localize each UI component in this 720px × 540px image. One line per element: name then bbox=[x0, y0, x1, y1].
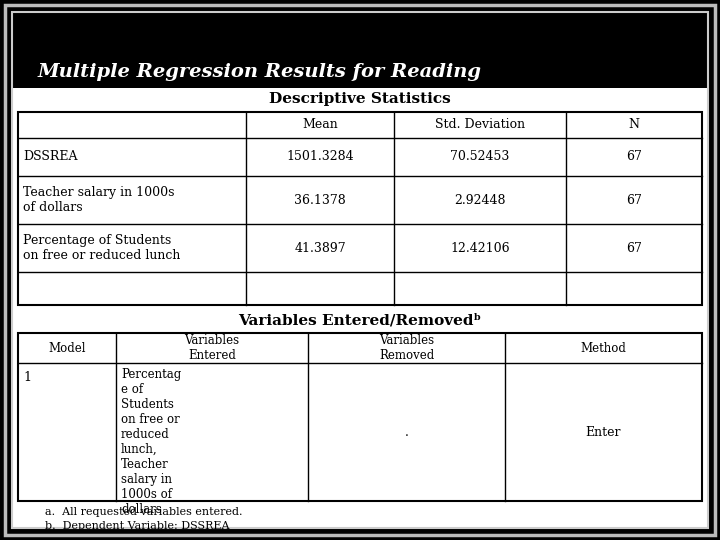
Text: Variables
Removed: Variables Removed bbox=[379, 334, 434, 362]
Bar bbox=[12, 88, 708, 528]
Text: b.  Dependent Variable: DSSREA: b. Dependent Variable: DSSREA bbox=[45, 521, 230, 531]
Text: .: . bbox=[405, 426, 408, 438]
Text: a.  All requested variables entered.: a. All requested variables entered. bbox=[45, 507, 243, 517]
Text: Variables Entered/Removedᵇ: Variables Entered/Removedᵇ bbox=[238, 313, 482, 327]
Text: DSSREA: DSSREA bbox=[23, 151, 78, 164]
Text: Descriptive Statistics: Descriptive Statistics bbox=[269, 92, 451, 106]
Text: 36.1378: 36.1378 bbox=[294, 193, 346, 206]
Text: 1: 1 bbox=[23, 371, 31, 384]
Bar bbox=[12, 12, 708, 88]
Text: 1501.3284: 1501.3284 bbox=[286, 151, 354, 164]
Bar bbox=[18, 333, 702, 501]
Text: Model: Model bbox=[48, 341, 86, 354]
Text: N: N bbox=[629, 118, 639, 132]
Text: Variables
Entered: Variables Entered bbox=[184, 334, 240, 362]
Text: Enter: Enter bbox=[586, 426, 621, 438]
Text: Method: Method bbox=[580, 341, 626, 354]
Text: 70.52453: 70.52453 bbox=[450, 151, 510, 164]
Bar bbox=[18, 112, 702, 305]
Text: 2.92448: 2.92448 bbox=[454, 193, 505, 206]
Text: 67: 67 bbox=[626, 193, 642, 206]
Text: Multiple Regression Results for Reading: Multiple Regression Results for Reading bbox=[38, 63, 482, 81]
Text: Percentag
e of
Students
on free or
reduced
lunch,
Teacher
salary in
1000s of
dol: Percentag e of Students on free or reduc… bbox=[121, 368, 181, 516]
Text: Percentage of Students
on free or reduced lunch: Percentage of Students on free or reduce… bbox=[23, 234, 181, 262]
Text: Teacher salary in 1000s
of dollars: Teacher salary in 1000s of dollars bbox=[23, 186, 174, 214]
Text: 67: 67 bbox=[626, 241, 642, 254]
Text: Std. Deviation: Std. Deviation bbox=[435, 118, 525, 132]
Text: 67: 67 bbox=[626, 151, 642, 164]
Text: Mean: Mean bbox=[302, 118, 338, 132]
Text: 12.42106: 12.42106 bbox=[450, 241, 510, 254]
Text: 41.3897: 41.3897 bbox=[294, 241, 346, 254]
